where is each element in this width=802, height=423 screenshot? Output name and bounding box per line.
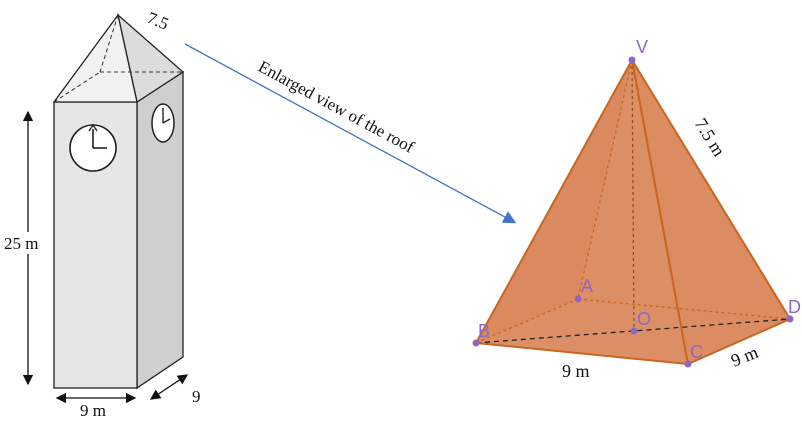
- point-D: [786, 315, 794, 323]
- point-V: [628, 56, 636, 64]
- base-side-label: 9 m: [728, 342, 761, 371]
- edge-BC: [475, 342, 689, 365]
- label-A: A: [581, 276, 593, 296]
- roof-front-face: [52, 13, 138, 103]
- edge-VC: [631, 59, 689, 365]
- point-O: [630, 327, 638, 335]
- height-label: 25 m: [4, 234, 38, 253]
- pyramid-right-face: [632, 60, 790, 364]
- height-label-bg: [3, 232, 45, 254]
- hidden-edge-VA: [577, 59, 633, 300]
- roof-edge-label: 7.5: [145, 8, 172, 34]
- side-width-dimension: [149, 386, 170, 400]
- edge-VD: [631, 59, 791, 320]
- arrow-caption: Enlarged view of the roof: [255, 57, 418, 157]
- roof-hidden-edge: [99, 14, 119, 73]
- roof-hidden-edge: [53, 71, 101, 103]
- enlarge-arrow-line: [184, 43, 517, 224]
- edge-VB: [475, 59, 633, 344]
- base-front-label: 9 m: [562, 361, 590, 381]
- label-B: B: [478, 321, 490, 341]
- side-width-label: 9: [192, 387, 201, 406]
- clock-tower: 25 m 9 m 9 7.5: [3, 8, 201, 420]
- point-B: [472, 339, 480, 347]
- side-clock-icon: [151, 103, 175, 143]
- point-C: [684, 360, 692, 368]
- front-clock-icon: [69, 123, 117, 172]
- pyramid-front-face: [476, 60, 688, 364]
- label-O: O: [637, 309, 651, 329]
- slant-edge-label: 7.5 m: [691, 115, 730, 160]
- edge-CD: [687, 318, 791, 365]
- hidden-edge-AB: [475, 298, 579, 344]
- side-width-dimension: [168, 374, 189, 388]
- point-A: [574, 295, 582, 303]
- label-V: V: [636, 37, 648, 57]
- roof-pyramid: V A B C D O 7.5 m 9 m 9 m: [472, 37, 801, 381]
- front-width-label: 9 m: [80, 401, 106, 420]
- label-D: D: [788, 297, 801, 317]
- enlarge-arrow: Enlarged view of the roof: [184, 43, 517, 224]
- label-C: C: [690, 342, 703, 362]
